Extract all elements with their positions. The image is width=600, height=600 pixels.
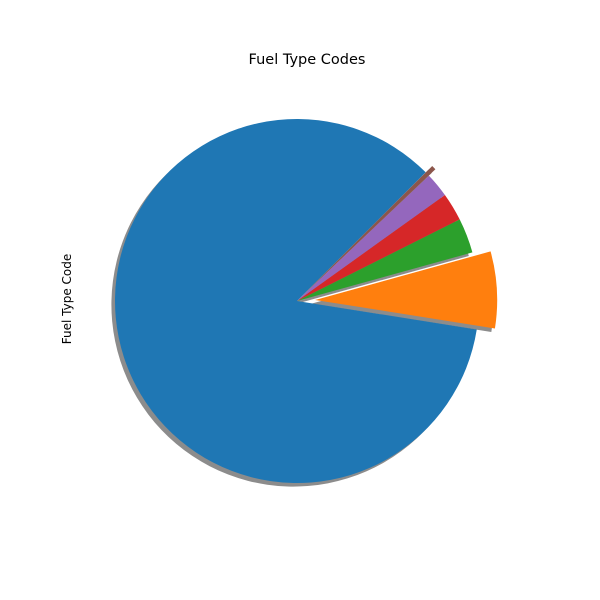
pie-slice-0 — [114, 119, 477, 484]
pie-slice-layer — [114, 119, 498, 484]
pie-slice-5 — [303, 165, 436, 295]
y-axis-label: Fuel Type Code — [60, 254, 74, 344]
pie-slice-3 — [297, 194, 460, 301]
pie-slice-2 — [297, 219, 473, 301]
pie-slice-1 — [315, 251, 498, 329]
chart-title: Fuel Type Codes — [249, 52, 366, 68]
pie-slice-4 — [297, 175, 445, 301]
